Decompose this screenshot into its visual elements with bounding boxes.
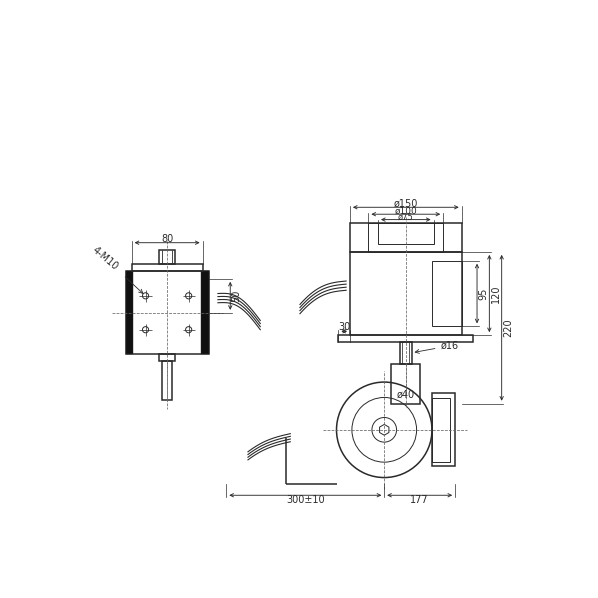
Text: ø16: ø16 xyxy=(415,341,459,353)
Bar xyxy=(432,261,462,327)
Text: ø75: ø75 xyxy=(398,213,414,222)
Bar xyxy=(132,264,203,271)
Text: 300±10: 300±10 xyxy=(286,495,325,505)
Text: 177: 177 xyxy=(410,495,429,505)
Text: 4-M10: 4-M10 xyxy=(91,245,143,293)
Text: 80: 80 xyxy=(161,234,173,244)
Bar xyxy=(432,398,450,462)
Text: 50: 50 xyxy=(231,289,242,302)
Bar xyxy=(368,222,443,252)
Bar xyxy=(350,222,462,252)
Bar xyxy=(391,364,420,404)
Bar xyxy=(338,335,473,342)
Bar xyxy=(126,271,209,355)
Text: 120: 120 xyxy=(490,284,501,303)
Bar xyxy=(160,251,175,264)
Bar xyxy=(163,361,172,400)
Bar xyxy=(126,271,133,355)
Text: ø100: ø100 xyxy=(395,207,417,216)
Bar xyxy=(160,355,175,361)
Text: ø150: ø150 xyxy=(393,199,418,209)
Text: 30: 30 xyxy=(338,322,350,332)
Bar xyxy=(378,222,434,244)
Text: 95: 95 xyxy=(478,287,488,300)
Text: ø40: ø40 xyxy=(396,389,415,399)
Text: 220: 220 xyxy=(503,319,513,337)
Bar xyxy=(350,252,462,335)
Bar xyxy=(432,393,455,466)
Bar xyxy=(201,271,209,355)
Bar xyxy=(400,342,411,364)
